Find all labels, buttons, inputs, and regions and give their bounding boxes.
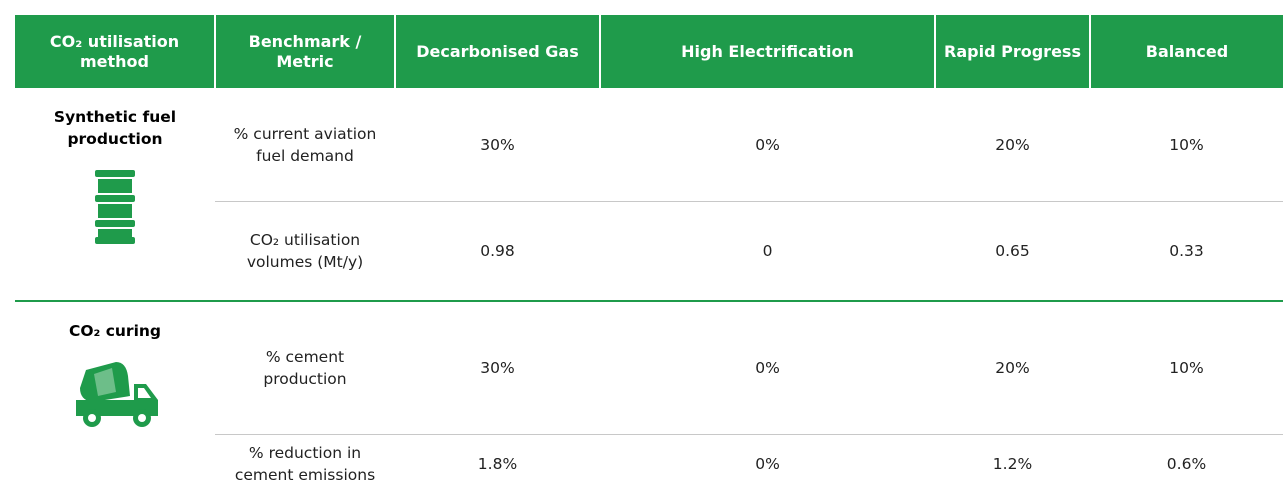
metric-cell: % current aviation fuel demand xyxy=(233,124,377,165)
value-cell: 0 xyxy=(600,201,935,301)
value-cell: 10% xyxy=(1169,135,1204,154)
truck-icon xyxy=(76,362,158,427)
value-cell: 0.98 xyxy=(395,201,600,301)
table-row: % reduction in cement emissions 1.8% 0% 1.2… xyxy=(15,434,1283,492)
value-cell: 30% xyxy=(395,300,600,435)
table: CO₂ utilisation method Benchmark / Metric… xyxy=(15,15,1283,492)
method-cell: Synthetic fuel production xyxy=(15,88,215,301)
value-cell: 0.6% xyxy=(1090,434,1283,492)
value-cell: 10% xyxy=(1090,300,1283,435)
value-cell: 1.2% xyxy=(935,434,1090,492)
value-cell: 20% xyxy=(935,300,1090,435)
value-cell: 0% xyxy=(755,135,780,154)
method-label: CO₂ curing xyxy=(68,322,162,340)
table-body: Synthetic fuel production % current avia… xyxy=(15,88,1283,492)
metric-cell: % reduction in cement emissions xyxy=(215,434,395,492)
header-cell: Balanced xyxy=(1089,15,1283,88)
value-cell: 0.33 xyxy=(1090,201,1283,301)
value-cell: 0.65 xyxy=(935,201,1090,301)
value-cell: 0% xyxy=(600,434,935,492)
value-cell: 30% xyxy=(480,135,515,154)
table-row: CO₂ curing % cement production 30% 0% 20% 10… xyxy=(15,300,1283,492)
value-cell: 0% xyxy=(600,300,935,435)
header-cell: Rapid Progress xyxy=(934,15,1090,88)
method-cell: CO₂ curing xyxy=(15,300,215,492)
header-cell: CO₂ utilisation method xyxy=(15,15,215,88)
header-row: CO₂ utilisation method Benchmark / Metric… xyxy=(15,15,1283,88)
header-cell: Decarbonised Gas xyxy=(394,15,600,88)
header-cell: High Electrification xyxy=(599,15,935,88)
method-label: Synthetic fuel production xyxy=(53,108,177,148)
value-cell: 20% xyxy=(995,135,1030,154)
barrel-icon xyxy=(95,170,135,244)
table-row: Synthetic fuel production % current avia… xyxy=(15,88,1283,244)
value-cell: 1.8% xyxy=(395,434,600,492)
table-row: CO₂ utilisation volumes (Mt/y) 0.98 0 0.65 0… xyxy=(15,201,1283,301)
metric-cell: % cement production xyxy=(215,300,395,435)
header-cell: Benchmark / Metric xyxy=(214,15,395,88)
metric-cell: CO₂ utilisation volumes (Mt/y) xyxy=(215,201,395,301)
